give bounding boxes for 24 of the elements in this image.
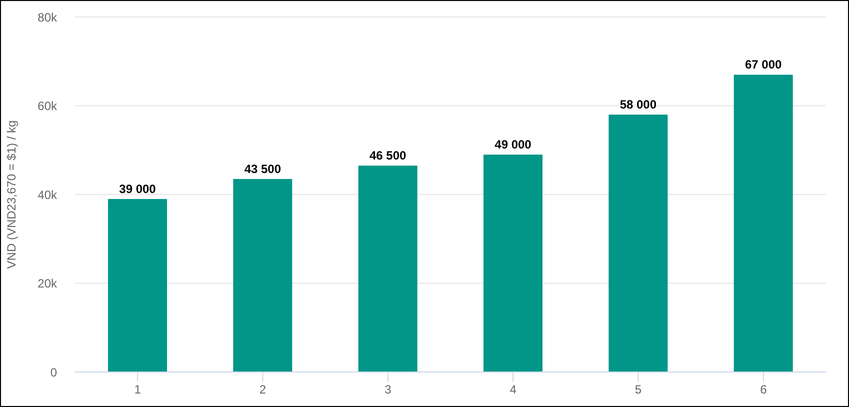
data-label: 67 000 <box>744 58 782 72</box>
data-label: 39 000 <box>119 182 156 196</box>
bar <box>484 154 542 372</box>
x-tick-label: 5 <box>634 382 642 397</box>
y-tick-label: 20k <box>38 276 58 291</box>
y-tick-label: 0 <box>50 365 58 380</box>
bar <box>108 198 167 372</box>
data-label: 49 000 <box>494 138 532 152</box>
data-label: 46 500 <box>369 148 407 163</box>
y-tick-label: 60k <box>38 99 58 114</box>
x-tick-label: 1 <box>134 382 142 397</box>
bar <box>734 74 793 372</box>
data-label: 43 500 <box>244 162 282 176</box>
y-tick-label: 40k <box>38 188 58 202</box>
y-tick-label: 80k <box>38 10 58 24</box>
x-tick-label: 4 <box>510 382 517 397</box>
data-label: 58 000 <box>620 98 657 112</box>
x-tick-label: 6 <box>760 382 768 397</box>
bar <box>233 178 292 372</box>
y-axis-title: VND (VND23,670 = $1) / kg <box>4 120 18 269</box>
bar <box>608 114 668 372</box>
x-tick-label: 3 <box>384 382 392 397</box>
x-tick-label: 2 <box>259 382 266 397</box>
bar <box>358 166 418 372</box>
